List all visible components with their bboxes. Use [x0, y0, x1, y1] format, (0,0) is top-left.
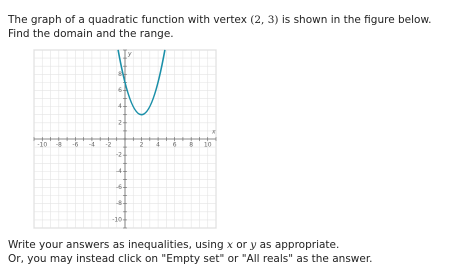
task: Find the domain and the range. [8, 28, 174, 40]
var-x: x [226, 239, 233, 251]
x-tick-label: -6 [72, 142, 78, 149]
y-axis-label: y [127, 51, 132, 58]
text: The graph of a quadratic function with v… [8, 14, 251, 26]
x-tick-label: -8 [56, 142, 62, 149]
x-tick-label: 2 [140, 142, 144, 149]
text: or [232, 239, 251, 251]
x-axis-label: x [211, 129, 216, 136]
instructions-line-2: Or, you may instead click on "Empty set"… [8, 253, 373, 265]
y-tick-label: 2 [118, 119, 122, 126]
parabola [117, 49, 166, 116]
x-tick-label: -2 [105, 142, 111, 149]
text: is shown in the figure below. [278, 14, 432, 26]
x-tick-label: 10 [204, 142, 212, 149]
x-tick-label: 6 [173, 142, 177, 149]
x-tick-label: -4 [89, 142, 95, 149]
text: Write your answers as inequalities, usin… [8, 239, 227, 251]
var-y: y [250, 239, 257, 251]
y-tick-label: 4 [118, 103, 122, 110]
y-tick-label: -10 [112, 216, 122, 223]
x-tick-label: -10 [37, 142, 47, 149]
y-tick-label: -4 [116, 168, 122, 175]
grid: -10 -8 -6 -4 -2 2 4 6 8 10 8 6 4 2 -2 -4 -6 -8 -10 x y [33, 49, 217, 229]
instructions-line: Write your answers as inequalities, usin… [8, 239, 339, 251]
text: as appropriate. [256, 239, 340, 251]
y-tick-label: 6 [118, 87, 122, 94]
x-tick-label: 8 [189, 142, 193, 149]
y-tick-label: -8 [116, 200, 122, 207]
y-tick-label: -2 [116, 152, 122, 159]
vertex: (2, 3) [250, 14, 279, 26]
question-line: The graph of a quadratic function with v… [8, 14, 431, 26]
y-tick-label: -6 [116, 184, 122, 191]
y-tick-label: 8 [118, 71, 122, 78]
x-tick-label: 4 [156, 142, 160, 149]
